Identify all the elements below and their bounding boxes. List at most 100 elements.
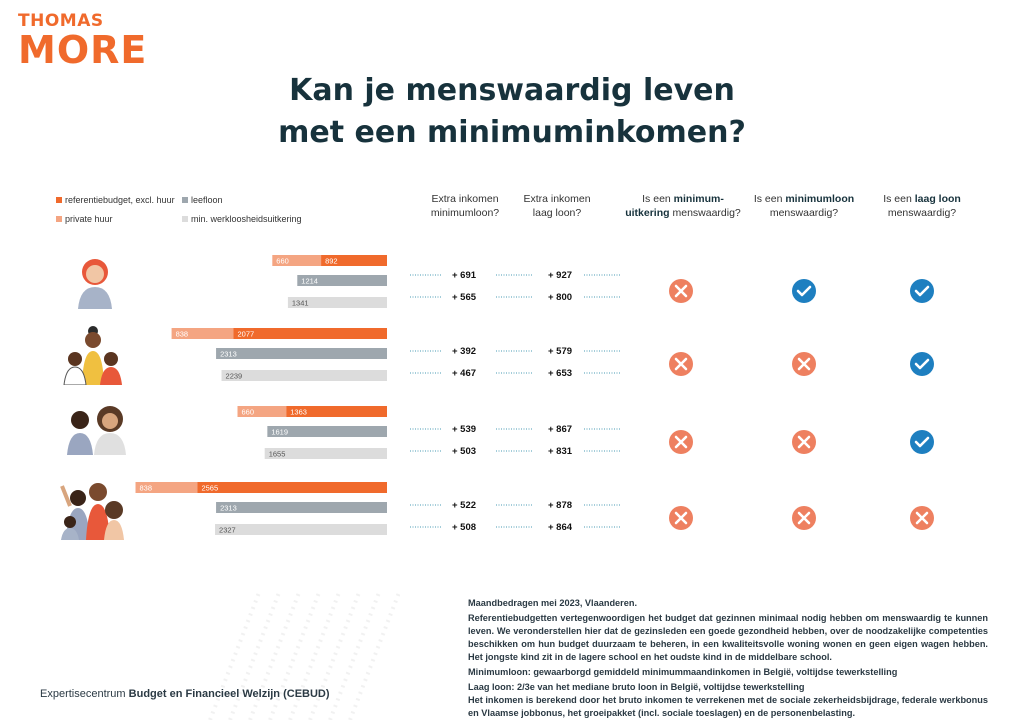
extra-minimumloon-value: + 503 (452, 446, 476, 457)
label-referentiebudget: 2565 (201, 484, 218, 493)
extra-laag-loon-value: + 800 (548, 292, 572, 303)
header-text: menswaardig? (769, 207, 839, 219)
label-referentiebudget: 2077 (238, 330, 255, 339)
check-mark-icon (796, 285, 812, 297)
footnote-minimumloon: Minimumloon: gewaarborgd gemiddeld minim… (468, 667, 898, 677)
extra-minimumloon-value: + 508 (452, 522, 476, 533)
legend-swatch (182, 197, 188, 203)
title-line-1: Kan je menswaardig leven (289, 73, 735, 108)
bar-private-huur (272, 255, 322, 266)
bar-referentiebudget (233, 328, 387, 339)
bar-private-huur (237, 406, 287, 417)
dots-decoration (208, 590, 400, 720)
bar-leefloon (267, 426, 387, 437)
bar-private-huur (135, 482, 198, 493)
cross-mark-icon (915, 511, 929, 525)
extra-laag-loon-value: + 867 (548, 424, 572, 435)
label-leefloon: 1214 (301, 277, 318, 286)
header-minimumloon: Is een minimumloon menswaardig? (742, 192, 866, 220)
label-werkloosheid: 1655 (269, 450, 286, 459)
cross-mark-icon (674, 511, 688, 525)
header-extra-minimumloon: Extra inkomen minimumloon? (420, 192, 510, 220)
label-private-huur: 660 (276, 257, 289, 266)
legend-item-werkloosheid: min. werkloosheidsuitkering (182, 214, 302, 224)
single-parent-one-child-icon (67, 406, 126, 455)
check-icon (792, 279, 816, 303)
chart-legend: referentiebudget, excl. huur leefloon pr… (56, 195, 356, 235)
check-mark-icon (914, 358, 930, 370)
label-leefloon: 1619 (271, 428, 288, 437)
header-bold: uitkering (625, 207, 670, 219)
label-referentiebudget: 892 (325, 257, 338, 266)
label-werkloosheid: 1341 (292, 299, 309, 308)
label-private-huur: 660 (242, 408, 255, 417)
legend-label: private huur (65, 214, 113, 224)
cross-mark-icon (797, 435, 811, 449)
legend-item-private-huur: private huur (56, 214, 113, 224)
header-minimumuitkering: Is een minimum- uitkering menswaardig? (618, 192, 748, 220)
label-werkloosheid: 2239 (226, 372, 243, 381)
extra-minimumloon-value: + 522 (452, 500, 476, 511)
bar-leefloon (216, 502, 387, 513)
check-icon (910, 430, 934, 454)
check-mark-icon (914, 285, 930, 297)
header-bold: minimum- (673, 193, 724, 205)
cross-mark-icon (674, 435, 688, 449)
label-leefloon: 2313 (220, 504, 237, 513)
legend-label: leefloon (191, 195, 223, 205)
person-single-woman-icon (78, 259, 112, 309)
label-werkloosheid: 2327 (219, 526, 236, 535)
label-referentiebudget: 1363 (290, 408, 307, 417)
check-icon (910, 279, 934, 303)
header-text: Is een (642, 193, 674, 205)
header-text: Is een (883, 193, 915, 205)
family-couple-two-kids-icon (63, 326, 122, 385)
bar-referentiebudget (321, 255, 387, 266)
footnote-referentiebudget: Referentiebudgetten vertegenwoordigen he… (468, 613, 988, 662)
credit-bold: Budget en Financieel Welzijn (CEBUD) (128, 688, 330, 700)
legend-swatch (56, 197, 62, 203)
credit: Expertisecentrum Budget en Financieel We… (40, 688, 330, 700)
label-private-huur: 838 (176, 330, 189, 339)
check-mark-icon (914, 436, 930, 448)
label-leefloon: 2313 (220, 350, 237, 359)
bar-leefloon (297, 275, 387, 286)
bar-leefloon (216, 348, 387, 359)
label-private-huur: 838 (140, 484, 153, 493)
header-laag-loon: Is een laag loon menswaardig? (862, 192, 982, 220)
footnote-laag-loon: Laag loon: 2/3e van het mediane bruto lo… (468, 682, 805, 692)
legend-item-referentiebudget: referentiebudget, excl. huur (56, 195, 175, 205)
header-text: Is een (753, 193, 786, 205)
header-bold: laag loon (914, 193, 961, 205)
credit-text: Expertisecentrum (40, 688, 129, 700)
extra-minimumloon-value: + 539 (452, 424, 476, 435)
extra-laag-loon-value: + 579 (548, 346, 572, 357)
bar-referentiebudget (197, 482, 387, 493)
extra-minimumloon-value: + 392 (452, 346, 476, 357)
bar-referentiebudget (286, 406, 387, 417)
extra-laag-loon-value: + 878 (548, 500, 572, 511)
footnote-berekening: Het inkomen is berekend door het bruto i… (468, 695, 988, 718)
logo-main-text: MORE (18, 28, 148, 72)
extra-laag-loon-value: + 864 (548, 522, 573, 533)
check-icon (910, 352, 934, 376)
extra-minimumloon-value: + 691 (452, 270, 477, 281)
bar-werkloosheid (287, 297, 387, 308)
extra-laag-loon-value: + 927 (548, 270, 572, 281)
footnote: Maandbedragen mei 2023, Vlaanderen. Refe… (468, 597, 988, 722)
header-line: Extra inkomen (431, 193, 499, 205)
header-line: laag loon? (532, 207, 582, 219)
extra-laag-loon-value: + 653 (548, 368, 572, 379)
page-title: Kan je menswaardig leven met een minimum… (0, 70, 1024, 154)
cross-mark-icon (797, 357, 811, 371)
thomas-more-logo: THOMAS MORE (18, 12, 158, 70)
header-text: menswaardig? (669, 207, 741, 219)
legend-label: referentiebudget, excl. huur (65, 195, 175, 205)
legend-item-leefloon: leefloon (182, 195, 223, 205)
header-line: Extra inkomen (523, 193, 591, 205)
header-bold: minimumloon (785, 193, 855, 205)
footnote-date: Maandbedragen mei 2023, Vlaanderen. (468, 598, 638, 608)
header-line: minimumloon? (430, 207, 500, 219)
bar-werkloosheid (221, 370, 387, 381)
